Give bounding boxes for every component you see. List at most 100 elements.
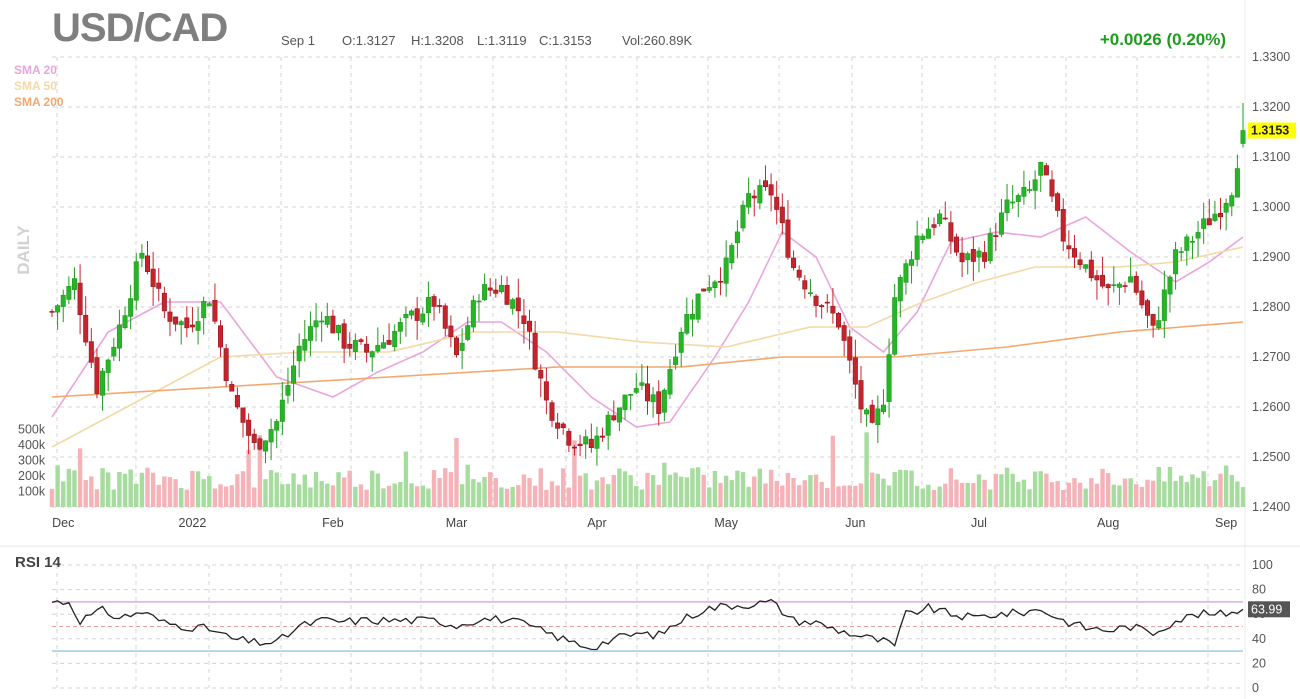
- candle: [948, 211, 954, 254]
- candle-body: [1184, 236, 1190, 251]
- candle-body: [644, 383, 650, 402]
- candle: [380, 334, 386, 349]
- candle-body: [369, 351, 375, 358]
- candle-body: [993, 235, 999, 237]
- volume-bar: [150, 472, 156, 507]
- candle: [493, 278, 499, 298]
- candle-body: [611, 415, 617, 421]
- volume-bar: [898, 469, 903, 507]
- sma-line-sma50: [51, 246, 1244, 448]
- candle: [1027, 180, 1033, 194]
- candle: [105, 358, 111, 392]
- candle: [476, 294, 482, 322]
- candle-body: [1167, 276, 1173, 295]
- candle-body: [1128, 276, 1134, 283]
- volume-bar: [825, 488, 830, 507]
- candle-body: [897, 277, 903, 302]
- volume-bar: [268, 470, 274, 507]
- volume-bar: [426, 488, 431, 507]
- volume-bar: [1134, 484, 1139, 507]
- candle-body: [347, 343, 353, 349]
- candle-body: [1218, 212, 1224, 218]
- candle-body: [184, 317, 190, 329]
- candle-body: [145, 255, 151, 273]
- candle: [577, 434, 583, 457]
- candle: [448, 315, 454, 348]
- candle-body: [234, 395, 240, 408]
- last-price-box: [1248, 122, 1296, 139]
- candle-body: [1178, 251, 1184, 253]
- volume-bar: [1021, 479, 1027, 507]
- candle-body: [49, 311, 55, 313]
- volume-bar: [482, 476, 487, 507]
- candle-body: [116, 324, 122, 349]
- volume-bar: [398, 482, 403, 507]
- volume-bar: [549, 481, 555, 507]
- volume-bar: [909, 470, 914, 507]
- volume-bar: [965, 482, 970, 507]
- candle-body: [465, 325, 471, 340]
- candle-body: [1189, 240, 1195, 243]
- candle-body: [920, 235, 926, 240]
- candle: [560, 422, 566, 435]
- volume-bar: [847, 485, 852, 507]
- candle-body: [83, 314, 89, 343]
- candle: [538, 364, 544, 398]
- rsi-value-box: [1248, 601, 1290, 618]
- volume-bar: [504, 488, 510, 507]
- candle-body: [77, 282, 83, 316]
- candle: [880, 389, 886, 415]
- volume-bar: [1061, 489, 1066, 507]
- volume-bar: [1173, 480, 1178, 507]
- candle-body: [88, 341, 94, 363]
- candle-body: [133, 261, 139, 301]
- volume-bar: [684, 477, 690, 507]
- candle-body: [431, 296, 437, 307]
- candle: [847, 329, 853, 374]
- candle-body: [824, 301, 830, 304]
- candle: [268, 418, 274, 461]
- candle: [1223, 198, 1229, 231]
- candle-body: [678, 331, 684, 353]
- candle-body: [532, 332, 538, 370]
- candle: [993, 222, 999, 251]
- candle-body: [352, 340, 358, 352]
- candle-body: [543, 381, 549, 401]
- volume-bar: [145, 467, 150, 507]
- volume-bar: [499, 487, 504, 507]
- date-tick-label: Feb: [322, 516, 344, 530]
- low-value: L:1.3119: [477, 33, 527, 48]
- candle-body: [875, 408, 881, 425]
- candle-body: [600, 435, 606, 438]
- candle: [1128, 257, 1134, 283]
- candle-body: [459, 342, 465, 351]
- volume-bar: [673, 472, 678, 507]
- candle: [858, 365, 864, 424]
- candle-body: [757, 185, 763, 204]
- candle: [341, 319, 347, 364]
- candle: [1178, 247, 1184, 261]
- candle-body: [279, 399, 285, 422]
- rsi-grid: [52, 564, 1243, 689]
- candles: [49, 103, 1246, 466]
- candle: [319, 311, 325, 342]
- candle-body: [1043, 165, 1049, 176]
- candle: [111, 337, 117, 361]
- volume-bar: [111, 489, 116, 507]
- candle: [611, 400, 617, 422]
- candle: [622, 394, 628, 420]
- date-tick-label: Sep: [1215, 516, 1237, 530]
- volume-bar: [1235, 481, 1240, 507]
- candle: [841, 321, 847, 357]
- candle-body: [734, 231, 740, 244]
- candle-body: [178, 321, 184, 326]
- candle: [60, 289, 66, 323]
- candle-body: [970, 248, 976, 262]
- candle-body: [380, 342, 386, 349]
- rsi-line: [51, 598, 1244, 651]
- candle: [532, 320, 538, 371]
- candle: [515, 278, 521, 329]
- volume-bar: [931, 489, 937, 507]
- volume-bar: [1162, 481, 1167, 507]
